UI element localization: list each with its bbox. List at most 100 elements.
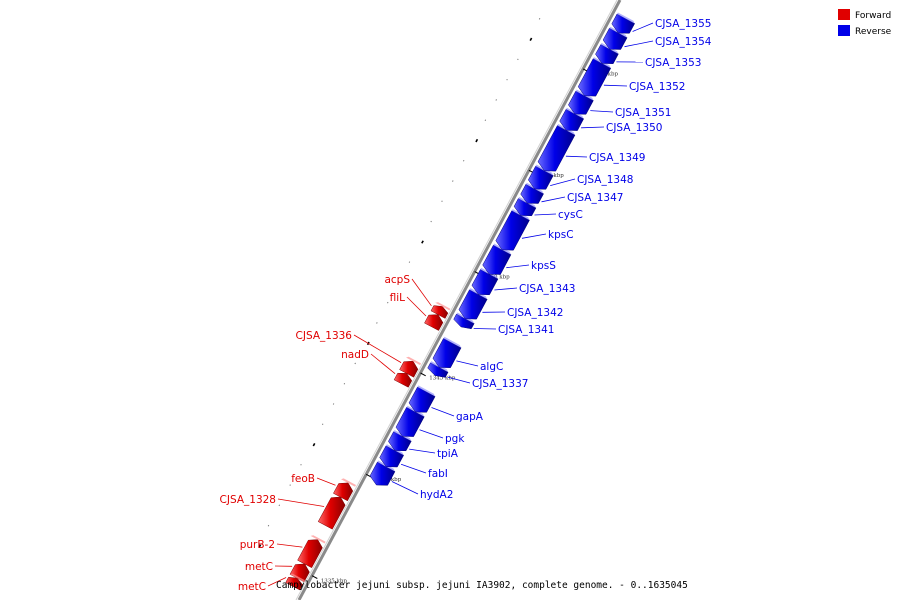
minor-tick xyxy=(430,220,432,223)
gene-label-CJSA_1350[interactable]: CJSA_1350 xyxy=(606,122,662,134)
minor-tick xyxy=(421,240,424,244)
gene-label-CJSA_1352[interactable]: CJSA_1352 xyxy=(629,81,685,93)
scale-tick xyxy=(311,575,318,579)
gene-label-fabI[interactable]: fabI xyxy=(428,468,448,480)
gene-label-feoB[interactable]: feoB xyxy=(291,473,315,485)
minor-tick xyxy=(397,281,400,284)
gene-tpiA[interactable] xyxy=(388,431,412,452)
gene-label-acpS[interactable]: acpS xyxy=(384,274,410,286)
gene-label-algC[interactable]: algC xyxy=(480,361,503,373)
gene-label-CJSA_1349[interactable]: CJSA_1349 xyxy=(589,152,645,164)
gene-label-purB-2[interactable]: purB-2 xyxy=(240,539,275,551)
gene-CJSA_1341[interactable] xyxy=(453,313,475,330)
gene-label-leader xyxy=(590,110,614,113)
gene-label-cysC[interactable]: cysC xyxy=(558,209,583,221)
legend-reverse-swatch xyxy=(838,25,850,36)
gene-CJSA_1352[interactable] xyxy=(577,58,612,97)
gene-features xyxy=(285,12,636,591)
gene-label-CJSA_1328[interactable]: CJSA_1328 xyxy=(220,494,276,506)
gene-label-CJSA_1348[interactable]: CJSA_1348 xyxy=(577,174,633,186)
gene-nadD[interactable] xyxy=(393,372,413,388)
legend-forward-swatch xyxy=(838,9,850,20)
gene-label-leader xyxy=(534,213,557,216)
gene-CJSA_1348[interactable] xyxy=(528,165,554,190)
gene-label-CJSA_1336[interactable]: CJSA_1336 xyxy=(296,330,353,342)
gene-CJSA_1351[interactable] xyxy=(568,90,594,115)
gene-algC[interactable] xyxy=(432,338,462,368)
gene-label-tpiA[interactable]: tpiA xyxy=(437,448,459,460)
gene-label-metC[interactable]: metC xyxy=(245,561,273,573)
minor-tick xyxy=(246,565,248,567)
gene-label-leader xyxy=(277,498,325,507)
gene-fabI[interactable] xyxy=(379,445,405,468)
gene-bevel xyxy=(310,535,326,544)
gene-bevel xyxy=(341,478,356,487)
gene-kpsS[interactable] xyxy=(482,244,512,275)
gene-CJSA_1347[interactable] xyxy=(520,183,544,204)
gene-label-leader xyxy=(541,196,566,203)
gene-kpsC[interactable] xyxy=(495,210,530,251)
minor-tick xyxy=(408,261,411,263)
gene-acpS[interactable] xyxy=(430,305,449,319)
gene-label-CJSA_1342[interactable]: CJSA_1342 xyxy=(507,307,563,319)
gene-label-leader xyxy=(550,178,576,186)
gene-purB-2[interactable] xyxy=(297,539,323,569)
gene-label-leader xyxy=(267,577,287,587)
gene-label-nadD[interactable]: nadD xyxy=(341,349,369,361)
gene-bevel xyxy=(406,356,421,366)
gene-label-pgk[interactable]: pgk xyxy=(445,433,465,445)
minor-tick xyxy=(529,37,533,41)
gene-label-kpsS[interactable]: kpsS xyxy=(531,260,556,272)
gene-CJSA_1336[interactable] xyxy=(399,360,419,378)
gene-pgk[interactable] xyxy=(395,406,425,437)
gene-CJSA_1349[interactable] xyxy=(537,125,576,172)
gene-CJSA_1337[interactable] xyxy=(427,362,449,378)
gene-gapA[interactable] xyxy=(408,386,436,413)
gene-label-leader xyxy=(473,328,497,330)
gene-CJSA_1353[interactable] xyxy=(595,44,619,64)
gene-label-CJSA_1355[interactable]: CJSA_1355 xyxy=(655,18,711,30)
scale-tick-label: 1335 kbp xyxy=(321,578,348,584)
gene-feoB[interactable] xyxy=(333,482,354,502)
gene-label-metC[interactable]: metC xyxy=(238,581,266,593)
gene-CJSA_1343[interactable] xyxy=(471,269,499,296)
gene-label-CJSA_1351[interactable]: CJSA_1351 xyxy=(615,107,671,119)
gene-label-CJSA_1341[interactable]: CJSA_1341 xyxy=(498,324,554,336)
gene-hydA2[interactable] xyxy=(369,461,396,486)
gene-label-leader xyxy=(506,264,530,269)
minor-tick xyxy=(267,524,270,527)
gene-label-CJSA_1337[interactable]: CJSA_1337 xyxy=(472,378,528,390)
minor-tick xyxy=(517,58,519,61)
gene-CJSA_1342[interactable] xyxy=(458,289,488,320)
gene-metC[interactable] xyxy=(285,576,303,591)
gene-label-gapA[interactable]: gapA xyxy=(456,411,484,423)
gene-fliL[interactable] xyxy=(424,314,444,331)
gene-CJSA_1328[interactable] xyxy=(317,496,346,530)
gene-label-leader xyxy=(632,22,654,32)
gene-CJSA_1355[interactable] xyxy=(611,13,636,34)
gene-label-leader xyxy=(406,296,427,317)
gene-CJSA_1350[interactable] xyxy=(559,108,585,131)
sequence-backbone-highlight xyxy=(295,0,618,600)
gene-label-CJSA_1343[interactable]: CJSA_1343 xyxy=(519,283,575,295)
gene-label-CJSA_1347[interactable]: CJSA_1347 xyxy=(567,192,623,204)
gene-bevel xyxy=(417,385,436,397)
gene-label-leader xyxy=(409,448,436,454)
gene-CJSA_1354[interactable] xyxy=(602,27,628,50)
gene-label-leader xyxy=(581,126,605,129)
minor-tick xyxy=(376,322,378,324)
gene-label-leader xyxy=(316,477,336,486)
minor-tick xyxy=(332,403,335,405)
minor-tick xyxy=(289,484,291,486)
gene-label-fliL[interactable]: fliL xyxy=(390,292,406,304)
gene-labels: metC metC purB-2 CJSA_1328 feoB hydA2 fabI tpiA… xyxy=(220,18,712,593)
gene-label-CJSA_1353[interactable]: CJSA_1353 xyxy=(645,57,701,69)
gene-cysC[interactable] xyxy=(513,198,537,217)
gene-label-CJSA_1354[interactable]: CJSA_1354 xyxy=(655,36,712,48)
gene-label-leader xyxy=(276,543,303,548)
gene-label-leader xyxy=(624,40,654,48)
minor-tick xyxy=(354,362,356,365)
gene-label-kpsC[interactable]: kpsC xyxy=(548,229,574,241)
gene-label-leader xyxy=(521,233,547,239)
gene-label-hydA2[interactable]: hydA2 xyxy=(420,489,453,501)
